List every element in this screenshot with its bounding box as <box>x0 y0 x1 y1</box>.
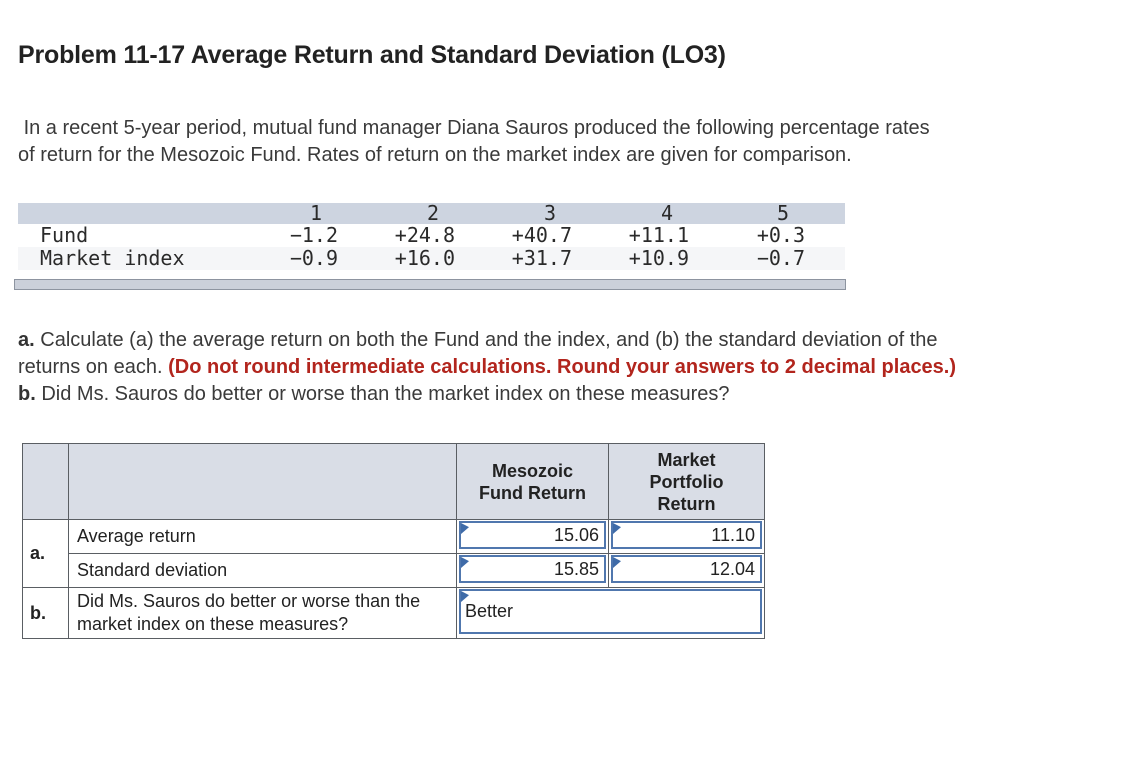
answer-marker-icon <box>461 591 469 602</box>
standard-deviation-market-input[interactable]: 12.04 <box>611 555 762 583</box>
instruction-line-rounding: returns on each. (Do not round intermedi… <box>18 354 1124 381</box>
market-value: +31.7 <box>495 247 612 270</box>
table-row-average-return: a. Average return 15.06 11.10 <box>22 519 765 588</box>
part-b-label: b. <box>18 383 36 405</box>
returns-table: 1 2 3 4 5 Fund −1.2 +24.8 +40.7 +11.1 +0… <box>18 203 845 270</box>
table-row-market-index: Market index −0.9 +16.0 +31.7 +10.9 −0.7 <box>18 247 845 270</box>
fund-value: −1.2 <box>289 223 338 247</box>
fund-value: +24.8 <box>394 223 455 247</box>
table-row-better-or-worse: b. Did Ms. Sauros do better or worse tha… <box>22 587 765 639</box>
col-header-mesozoic-fund-return: Mesozoic Fund Return <box>456 443 609 520</box>
better-or-worse-value: Better <box>465 601 514 621</box>
instructions-block: a. Calculate (a) the average return on b… <box>18 327 1124 408</box>
answer-marker-icon <box>461 557 469 568</box>
market-value: +10.9 <box>612 247 729 270</box>
intro-line: In a recent 5-year period, mutual fund m… <box>18 117 930 139</box>
row-label-fund: Fund <box>40 223 89 247</box>
standard-deviation-label: Standard deviation <box>68 553 457 588</box>
instruction-text: Calculate (a) the average return on both… <box>40 329 938 351</box>
col-header-label: Market Portfolio Return <box>649 449 724 514</box>
answer-table: Mesozoic Fund Return Market Portfolio Re… <box>22 443 765 639</box>
better-or-worse-dropdown[interactable]: Better <box>459 589 762 634</box>
col-header-label: Mesozoic Fund Return <box>479 460 586 503</box>
market-value: −0.9 <box>261 247 378 270</box>
table-row-fund: Fund −1.2 +24.8 +40.7 +11.1 +0.3 <box>18 224 845 247</box>
returns-header-row: 1 2 3 4 5 <box>18 203 845 224</box>
market-value: −0.7 <box>729 247 845 270</box>
answer-marker-icon <box>613 557 621 568</box>
average-return-label: Average return <box>68 519 457 554</box>
intro-paragraph: In a recent 5-year period, mutual fund m… <box>18 115 1124 169</box>
row-label-a: a. <box>22 519 69 588</box>
standard-deviation-fund-input[interactable]: 15.85 <box>459 555 606 583</box>
intro-line: of return for the Mesozoic Fund. Rates o… <box>18 144 852 166</box>
answer-header-blank <box>22 443 69 520</box>
market-value: +16.0 <box>378 247 495 270</box>
average-return-fund-value: 15.06 <box>553 524 599 545</box>
instruction-text: returns on each. <box>18 356 163 378</box>
fund-value: +11.1 <box>628 223 689 247</box>
row-label-b: b. <box>22 587 69 639</box>
answer-header-blank <box>68 443 457 520</box>
standard-deviation-fund-value: 15.85 <box>553 558 599 579</box>
horizontal-scrollbar[interactable] <box>14 279 846 290</box>
instruction-line-b: b. Did Ms. Sauros do better or worse tha… <box>18 381 1124 408</box>
average-return-market-input[interactable]: 11.10 <box>611 521 762 549</box>
returns-col-header: 1 <box>261 203 378 224</box>
part-a-label: a. <box>18 329 35 351</box>
returns-header-blank <box>18 203 261 224</box>
fund-value: +40.7 <box>511 223 572 247</box>
average-return-market-value: 11.10 <box>711 524 755 545</box>
returns-col-header: 4 <box>612 203 729 224</box>
answer-marker-icon <box>613 523 621 534</box>
answer-header-row: Mesozoic Fund Return Market Portfolio Re… <box>22 443 765 520</box>
table-row-standard-deviation: Standard deviation 15.85 12.04 <box>23 553 765 588</box>
rounding-note: (Do not round intermediate calculations.… <box>168 356 957 378</box>
instruction-text: Did Ms. Sauros do better or worse than t… <box>41 383 730 405</box>
answer-marker-icon <box>461 523 469 534</box>
fund-value: +0.3 <box>756 223 805 247</box>
returns-col-header: 5 <box>729 203 845 224</box>
average-return-fund-input[interactable]: 15.06 <box>459 521 606 549</box>
standard-deviation-market-value: 12.04 <box>709 558 755 579</box>
instruction-line-a: a. Calculate (a) the average return on b… <box>18 327 1124 354</box>
page-title: Problem 11-17 Average Return and Standar… <box>18 41 726 69</box>
row-label-market-index: Market index <box>18 247 261 270</box>
returns-col-header: 2 <box>378 203 495 224</box>
returns-col-header: 3 <box>495 203 612 224</box>
better-or-worse-question: Did Ms. Sauros do better or worse than t… <box>68 587 457 639</box>
col-header-market-portfolio-return: Market Portfolio Return <box>608 443 765 520</box>
